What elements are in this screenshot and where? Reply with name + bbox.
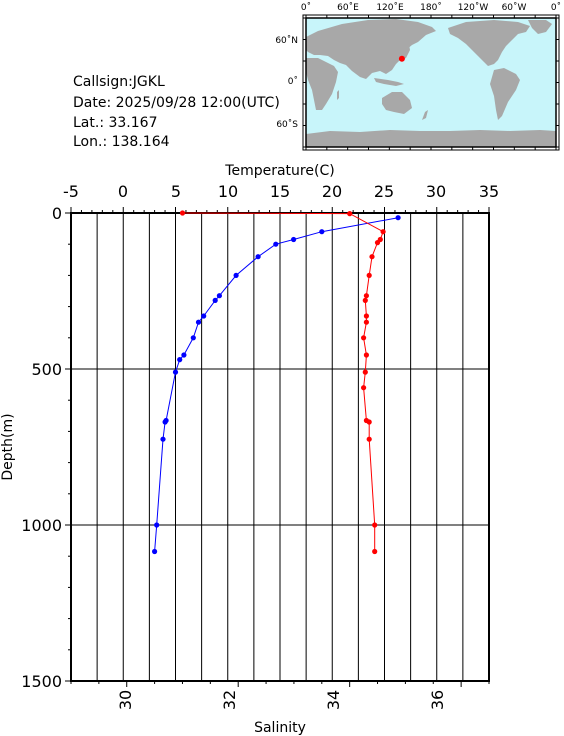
map-lat-label-0: 0˚ bbox=[288, 76, 298, 87]
salinity-axis-ticks: 30 32 34 36 bbox=[116, 690, 447, 710]
depth-tick-label: 1500 bbox=[21, 672, 62, 691]
temperature-data-point bbox=[255, 254, 261, 260]
temperature-data-point bbox=[181, 352, 187, 358]
temperature-data-point bbox=[195, 319, 202, 325]
salinity-data-point bbox=[363, 352, 369, 358]
temp-tick-label: 10 bbox=[218, 182, 238, 201]
latitude-text: Lat.: 33.167 bbox=[73, 115, 157, 131]
temp-tick-label: 35 bbox=[479, 182, 499, 201]
depth-axis-title: Depth(m) bbox=[0, 413, 16, 480]
eurasia-landmass bbox=[306, 19, 436, 79]
south-america-landmass bbox=[490, 68, 520, 120]
salinity-data-point bbox=[179, 210, 186, 216]
depth-tick-label: 1000 bbox=[21, 516, 62, 535]
temperature-axis-title: Temperature(C) bbox=[224, 163, 334, 179]
temperature-data-point bbox=[177, 357, 183, 363]
salinity-data-point bbox=[361, 385, 367, 391]
salinity-data-point bbox=[347, 211, 353, 217]
temp-tick-label: 0 bbox=[118, 182, 128, 201]
temp-tick-label: 15 bbox=[270, 182, 290, 201]
series-layer bbox=[152, 210, 401, 555]
australia-landmass bbox=[382, 92, 412, 114]
temp-tick-label: 5 bbox=[171, 182, 181, 201]
salinity-data-point bbox=[363, 313, 369, 319]
temperature-data-point bbox=[273, 241, 279, 247]
map-lon-label-180: 180˚ bbox=[420, 2, 442, 13]
salinity-tick-label: 36 bbox=[428, 690, 447, 710]
map-lon-label-0-east: 0˚ bbox=[551, 2, 561, 13]
salinity-data-point bbox=[374, 240, 381, 246]
chart-grid bbox=[71, 213, 489, 681]
map-lat-label-60n: 60˚N bbox=[275, 35, 298, 46]
indonesia-islands bbox=[374, 78, 404, 86]
depth-axis-ticks: 0 500 1000 1500 bbox=[21, 204, 62, 691]
longitude-text: Lon.: 138.164 bbox=[73, 134, 170, 150]
temperature-data-point bbox=[319, 229, 325, 235]
salinity-data-point bbox=[363, 319, 369, 325]
temperature-data-point bbox=[216, 293, 222, 299]
salinity-data-point bbox=[366, 419, 372, 425]
salinity-data-point bbox=[366, 436, 372, 442]
salinity-tick-label: 32 bbox=[220, 690, 239, 710]
temperature-data-point bbox=[152, 548, 158, 555]
africa-landmass bbox=[306, 58, 338, 110]
station-info: Callsign:JGKL Date: 2025/09/28 12:00(UTC… bbox=[73, 74, 280, 150]
map-lat-label-60s: 60˚S bbox=[276, 119, 298, 130]
station-marker bbox=[398, 55, 405, 62]
temperature-data-point bbox=[172, 369, 179, 375]
salinity-axis-title: Salinity bbox=[254, 720, 306, 736]
map-lon-label-60w: 60˚W bbox=[502, 2, 527, 13]
temperature-data-point bbox=[201, 313, 207, 319]
depth-tick-label: 0 bbox=[52, 204, 62, 223]
world-map-inset: 0˚ 60˚E 120˚E 180˚ 120˚W 60˚W 0˚ 60˚N 0˚… bbox=[275, 2, 561, 151]
madagascar-island bbox=[337, 90, 339, 100]
salinity-data-point bbox=[362, 369, 368, 375]
temp-tick-label: 30 bbox=[426, 182, 446, 201]
temperature-data-point bbox=[154, 522, 160, 528]
temperature-data-point bbox=[212, 297, 218, 303]
temp-tick-label: 20 bbox=[322, 182, 342, 201]
greenland-landmass bbox=[528, 20, 552, 34]
profile-chart: -5 0 5 10 15 20 25 30 35 Temperature(C) … bbox=[0, 163, 499, 736]
map-lon-label-120w: 120˚W bbox=[458, 2, 489, 13]
temperature-data-point bbox=[160, 436, 166, 442]
depth-tick-label: 500 bbox=[31, 360, 62, 379]
temperature-data-point bbox=[162, 419, 168, 425]
salinity-data-point bbox=[361, 335, 367, 341]
new-zealand-islands bbox=[422, 110, 428, 120]
temperature-data-point bbox=[395, 215, 401, 221]
date-text: Date: 2025/09/28 12:00(UTC) bbox=[73, 95, 280, 111]
map-lon-label-0: 0˚ bbox=[301, 2, 311, 13]
callsign-text: Callsign:JGKL bbox=[73, 74, 165, 90]
temperature-data-point bbox=[233, 272, 239, 278]
temperature-profile-line bbox=[154, 217, 399, 552]
japan-island bbox=[402, 44, 410, 60]
map-frame-ticks bbox=[303, 15, 559, 150]
salinity-data-point bbox=[369, 254, 375, 260]
salinity-data-point bbox=[366, 272, 372, 278]
temp-tick-label: 25 bbox=[374, 182, 394, 201]
map-lon-label-120e: 120˚E bbox=[376, 2, 404, 13]
antarctica-landmass bbox=[306, 130, 556, 147]
temp-tick-label: -5 bbox=[63, 182, 79, 201]
north-america-landmass bbox=[448, 20, 530, 66]
salinity-data-point bbox=[362, 297, 368, 303]
salinity-tick-label: 34 bbox=[324, 690, 343, 710]
salinity-data-point bbox=[380, 229, 386, 235]
top-axis-ticks: -5 0 5 10 15 20 25 30 35 bbox=[63, 182, 499, 201]
salinity-data-point bbox=[363, 293, 369, 299]
temperature-data-point bbox=[291, 236, 297, 243]
salinity-data-point bbox=[372, 548, 378, 555]
chart-minor-ticks bbox=[65, 207, 490, 687]
salinity-profile-line bbox=[182, 212, 384, 552]
map-land bbox=[306, 19, 556, 147]
temperature-data-point bbox=[190, 335, 196, 341]
salinity-data-point bbox=[372, 522, 378, 528]
map-lon-label-60e: 60˚E bbox=[337, 2, 359, 13]
salinity-tick-label: 30 bbox=[116, 690, 135, 710]
